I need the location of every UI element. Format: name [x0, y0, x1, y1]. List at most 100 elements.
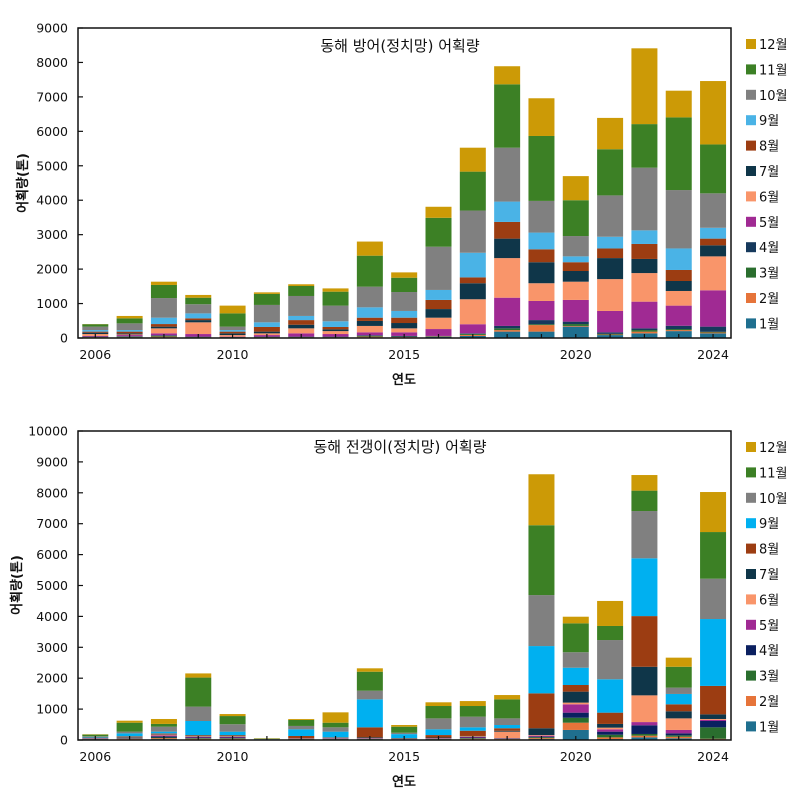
bar-2023-month-11	[665, 666, 692, 688]
bar-2016-month-12	[425, 206, 452, 218]
bar-2009-month-10	[185, 706, 212, 721]
y-tick-label: 5000	[36, 158, 68, 173]
bar-2010-month-9	[219, 731, 246, 736]
bar-2019-month-12	[528, 474, 555, 526]
bar-2023-month-6	[665, 718, 692, 730]
bar-2018-month-5	[494, 297, 521, 326]
bar-2008-month-7	[150, 326, 177, 329]
bar-2021-month-5	[597, 729, 624, 732]
bar-2009-month-6	[185, 322, 212, 335]
legend-item: 9월	[746, 517, 779, 532]
legend-swatch	[746, 318, 756, 329]
bar-2010-month-10	[219, 724, 246, 732]
bar-2018-month-11	[494, 699, 521, 719]
bar-2018-month-9	[494, 201, 521, 222]
y-tick-label: 8000	[36, 55, 68, 70]
legend-swatch	[746, 467, 756, 478]
bar-2020-month-5	[562, 704, 589, 713]
bar-2024-month-6	[700, 718, 727, 720]
bar-2020-month-1	[562, 729, 589, 740]
bar-2018-month-6	[494, 731, 521, 739]
x-axis-label: 연도	[392, 775, 416, 790]
legend-item: 10월	[746, 89, 788, 104]
bar-2012-month-7	[288, 324, 315, 329]
bar-2013-month-8	[322, 326, 349, 330]
bar-2020-month-11	[562, 200, 589, 237]
legend-label: 5월	[759, 619, 779, 634]
legend-item: 5월	[746, 216, 779, 231]
bar-2021-month-7	[597, 258, 624, 280]
legend-swatch	[746, 191, 756, 202]
legend-label: 4월	[759, 241, 779, 256]
bar-2023-month-12	[665, 90, 692, 118]
legend-label: 11월	[759, 466, 788, 481]
bar-2014-month-7	[356, 320, 383, 326]
bar-2008-month-6	[150, 734, 177, 736]
bar-2014-month-9	[356, 307, 383, 318]
bar-2013-month-11	[322, 722, 349, 728]
bar-2021-month-4	[597, 332, 624, 334]
bar-2022-month-5	[631, 722, 658, 726]
bar-2024-month-5	[700, 719, 727, 721]
bar-2007-month-11	[116, 722, 143, 732]
bar-2017-month-9	[459, 252, 486, 278]
bar-2007-month-7	[116, 333, 143, 335]
bar-2020-month-4	[562, 321, 589, 325]
bar-2014-month-11	[356, 255, 383, 287]
bar-2017-month-8	[459, 730, 486, 736]
x-tick-label: 2006	[79, 749, 111, 764]
legend-item: 8월	[746, 140, 779, 155]
bar-2019-month-8	[528, 249, 555, 263]
legend-label: 12월	[759, 38, 788, 53]
bar-2021-month-10	[597, 195, 624, 237]
legend-item: 1월	[746, 317, 779, 332]
legend-item: 3월	[746, 670, 779, 685]
bar-2019-month-10	[528, 595, 555, 647]
bar-2010-month-12	[219, 714, 246, 717]
legend-item: 6월	[746, 593, 779, 608]
bar-2009-month-9	[185, 720, 212, 736]
y-tick-label: 5000	[36, 578, 68, 593]
bar-2020-month-2	[562, 325, 589, 327]
legend-label: 7월	[759, 165, 779, 180]
bar-2017-month-11	[459, 706, 486, 717]
bar-2011-month-10	[253, 304, 280, 323]
bar-2010-month-7	[219, 735, 246, 737]
bar-2024-month-6	[700, 256, 727, 291]
bar-2014-month-12	[356, 241, 383, 256]
x-tick-label: 2020	[560, 749, 592, 764]
bar-2020-month-10	[562, 236, 589, 257]
bar-2007-month-10	[116, 731, 143, 734]
y-tick-label: 7000	[36, 516, 68, 531]
bar-2018-month-8	[494, 221, 521, 239]
legend-item: 11월	[746, 63, 788, 78]
bar-2019-month-10	[528, 200, 555, 233]
legend-swatch	[746, 543, 756, 554]
bar-2020-month-4	[562, 712, 589, 718]
y-tick-label: 9000	[36, 454, 68, 469]
bar-2023-month-5	[665, 729, 692, 734]
legend-label: 7월	[759, 568, 779, 583]
legend-label: 8월	[759, 543, 779, 558]
bar-2018-month-8	[494, 728, 521, 731]
bar-2012-month-10	[288, 725, 315, 730]
legend-item: 5월	[746, 619, 779, 634]
bar-2016-month-10	[425, 246, 452, 290]
bar-2014-month-8	[356, 317, 383, 321]
legend-label: 3월	[759, 670, 779, 685]
y-tick-label: 0	[60, 733, 68, 748]
bar-2006-month-11	[82, 324, 109, 327]
bar-2011-month-8	[253, 326, 280, 332]
legend-swatch	[746, 64, 756, 75]
legend-label: 5월	[759, 216, 779, 231]
bar-2020-month-8	[562, 684, 589, 692]
bar-2007-month-9	[116, 330, 143, 332]
y-tick-label: 9000	[36, 21, 68, 36]
bar-2022-month-5	[631, 301, 658, 329]
bar-2012-month-10	[288, 295, 315, 316]
bar-2018-month-7	[494, 238, 521, 259]
bar-2010-month-11	[219, 716, 246, 725]
bar-2020-month-9	[562, 256, 589, 263]
chart-title: 동해 전갱이(정치망) 어획량	[313, 438, 486, 456]
